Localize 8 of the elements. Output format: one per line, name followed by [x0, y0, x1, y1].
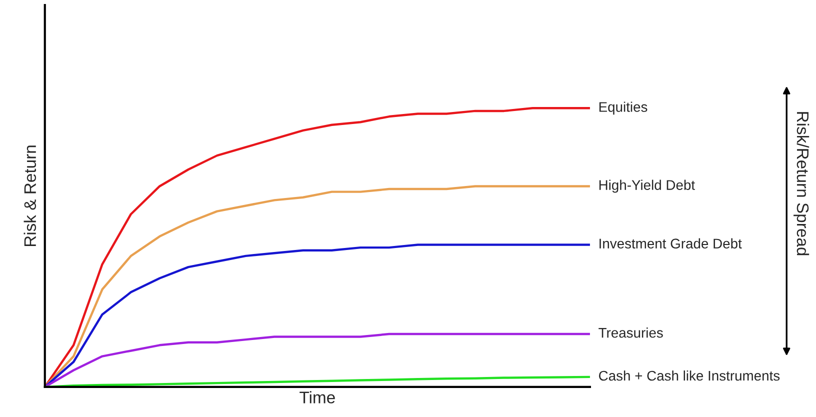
series-label: Equities	[599, 102, 648, 115]
x-axis-title: Time	[300, 391, 335, 404]
series-label: High-Yield Debt	[599, 180, 695, 193]
y-axis-title: Risk & Return	[24, 146, 36, 246]
text: Risk/Return Spread	[794, 112, 810, 256]
series-label: Investment Grade Debt	[600, 238, 742, 249]
series-label: Cash + Cash like Instruments	[599, 370, 780, 381]
series-label: Treasuries	[598, 328, 663, 338]
